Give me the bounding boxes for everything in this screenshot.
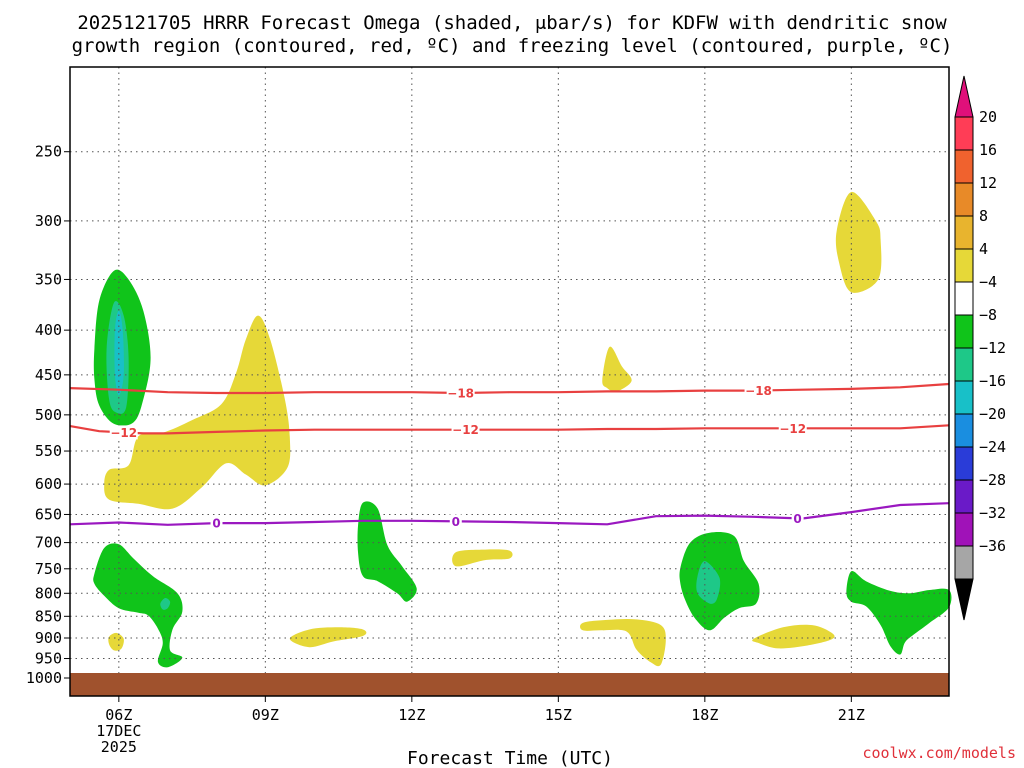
omega-region: [289, 627, 367, 648]
omega-region: [580, 618, 666, 667]
colorbar-label: −24: [979, 438, 1006, 456]
y-tick-label: 650: [35, 505, 62, 523]
y-tick-label: 350: [35, 270, 62, 288]
colorbar-top-arrow: [954, 75, 974, 118]
contour-label: 0: [793, 512, 801, 526]
omega-region: [108, 632, 124, 651]
x-tick-label: 15Z: [545, 706, 572, 724]
colorbar-band: [954, 413, 974, 448]
contour-label-background: [446, 385, 475, 400]
colorbar-band: [954, 545, 974, 580]
temperature-contours: −18 −18 −12 −12 −12 0 0 0: [69, 382, 950, 531]
colorbar-label: −16: [979, 372, 1006, 390]
x-tick-sublabel: 17DEC: [96, 722, 141, 740]
omega-region: [846, 571, 952, 655]
x-tick-label: 18Z: [691, 706, 718, 724]
y-tick-label: 800: [35, 584, 62, 602]
ground-surface: [70, 673, 949, 696]
colorbar-legend: 20 16 12 8 4 −4 −8 −12 −16 −20 −24 −28 −32 −36: [954, 75, 1006, 621]
contour-label: −18: [447, 386, 474, 400]
contour-line: [69, 502, 950, 526]
colorbar-band: [954, 281, 974, 316]
y-tick-label: 1000: [26, 669, 62, 687]
colorbar-band: [954, 182, 974, 217]
omega-region: [602, 346, 632, 392]
colorbar-band: [954, 215, 974, 250]
y-tick-label: 500: [35, 406, 62, 424]
omega-region: [452, 549, 513, 567]
y-tick-label: 600: [35, 475, 62, 493]
colorbar-label: −4: [979, 273, 997, 291]
contour-label-background: [744, 383, 773, 398]
omega-region: [160, 597, 171, 610]
colorbar-label: −20: [979, 405, 1006, 423]
contour-label: −12: [779, 422, 806, 436]
x-tick-label: 12Z: [398, 706, 425, 724]
colorbar-label: 20: [979, 108, 997, 126]
contour-label-background: [449, 514, 462, 529]
contour-label-background: [109, 425, 138, 440]
colorbar-band: [954, 446, 974, 481]
x-tick-sublabel: 2025: [101, 738, 137, 756]
y-tick-label: 950: [35, 650, 62, 668]
omega-region: [93, 543, 183, 668]
colorbar-label: −8: [979, 306, 997, 324]
colorbar-label: −32: [979, 504, 1006, 522]
x-tick-label: 21Z: [838, 706, 865, 724]
colorbar-label: 12: [979, 174, 997, 192]
plot-frame: [69, 66, 950, 697]
omega-shading: [93, 191, 952, 668]
chart-title-line-1: 2025121705 HRRR Forecast Omega (shaded, …: [77, 12, 947, 34]
colorbar-band: [954, 380, 974, 415]
y-tick-label: 400: [35, 321, 62, 339]
colorbar-band: [954, 248, 974, 283]
colorbar-label: 4: [979, 240, 988, 258]
x-tick-label: 09Z: [252, 706, 279, 724]
y-axis: 250 300 350 400 450 500 550 600 650 700 750 800 850 9…: [26, 143, 70, 687]
colorbar-band: [954, 479, 974, 514]
contour-line: [69, 382, 950, 395]
contour-label-background: [791, 511, 804, 526]
colorbar-band: [954, 116, 974, 151]
colorbar-band: [954, 512, 974, 547]
colorbar-band: [954, 149, 974, 184]
y-tick-label: 750: [35, 560, 62, 578]
colorbar-label: −36: [979, 537, 1006, 555]
omega-region: [752, 624, 835, 649]
y-tick-label: 550: [35, 442, 62, 460]
contour-label: −12: [452, 423, 479, 437]
omega-region: [357, 501, 417, 602]
colorbar-label: −12: [979, 339, 1006, 357]
y-tick-label: 300: [35, 212, 62, 230]
colorbar-bottom-arrow: [954, 578, 974, 621]
omega-region: [835, 191, 882, 293]
omega-region: [104, 315, 291, 510]
contour-label-background: [210, 516, 223, 531]
chart-title-line-2: growth region (contoured, red, ºC) and f…: [72, 35, 953, 57]
colorbar-label: −28: [979, 471, 1006, 489]
contour-label: 0: [212, 517, 220, 531]
contour-label-background: [778, 421, 807, 436]
source-credit: coolwx.com/models: [862, 744, 1016, 762]
y-tick-label: 850: [35, 607, 62, 625]
colorbar-label: 16: [979, 141, 997, 159]
x-axis-title: Forecast Time (UTC): [407, 748, 613, 768]
y-tick-label: 900: [35, 629, 62, 647]
contour-label: 0: [452, 515, 460, 529]
contour-label-background: [451, 422, 480, 437]
colorbar-band: [954, 347, 974, 382]
colorbar-band: [954, 314, 974, 349]
y-tick-label: 450: [35, 366, 62, 384]
contour-label: −18: [745, 384, 772, 398]
colorbar-label: 8: [979, 207, 988, 225]
contour-label: −12: [110, 426, 137, 440]
y-tick-label: 700: [35, 534, 62, 552]
x-tick-label: 06Z: [105, 706, 132, 724]
y-tick-label: 250: [35, 143, 62, 161]
grid-lines: [70, 67, 949, 673]
